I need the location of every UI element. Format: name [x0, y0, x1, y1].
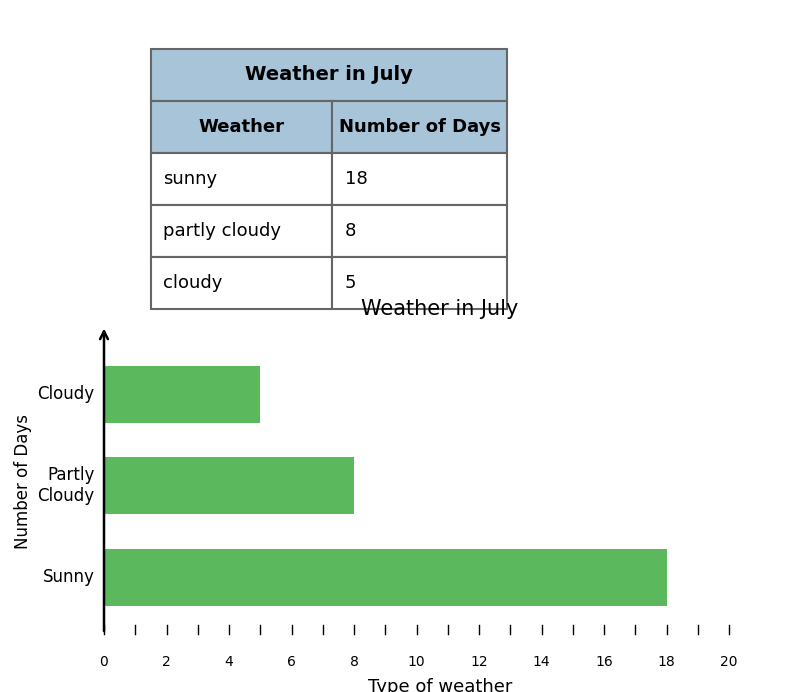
Text: Number of Days: Number of Days — [339, 118, 501, 136]
Bar — [333, 153, 507, 205]
Title: Weather in July: Weather in July — [362, 299, 518, 318]
Bar — [333, 205, 507, 257]
X-axis label: Type of weather: Type of weather — [368, 677, 512, 692]
Text: Weather in July: Weather in July — [245, 66, 413, 84]
Bar — [151, 153, 333, 205]
Text: cloudy: cloudy — [163, 274, 222, 292]
Text: sunny: sunny — [163, 170, 218, 188]
Text: Weather: Weather — [198, 118, 285, 136]
Bar — [151, 257, 333, 309]
Text: 18: 18 — [345, 170, 367, 188]
Bar — [104, 366, 260, 423]
Bar — [333, 101, 507, 153]
Bar — [151, 49, 507, 101]
Y-axis label: Number of Days: Number of Days — [14, 414, 31, 549]
Bar — [333, 257, 507, 309]
Text: partly cloudy: partly cloudy — [163, 222, 281, 240]
Bar — [104, 457, 354, 514]
Text: 8: 8 — [345, 222, 356, 240]
Bar — [104, 549, 666, 606]
Text: 5: 5 — [345, 274, 356, 292]
Bar — [151, 205, 333, 257]
Bar — [151, 101, 333, 153]
